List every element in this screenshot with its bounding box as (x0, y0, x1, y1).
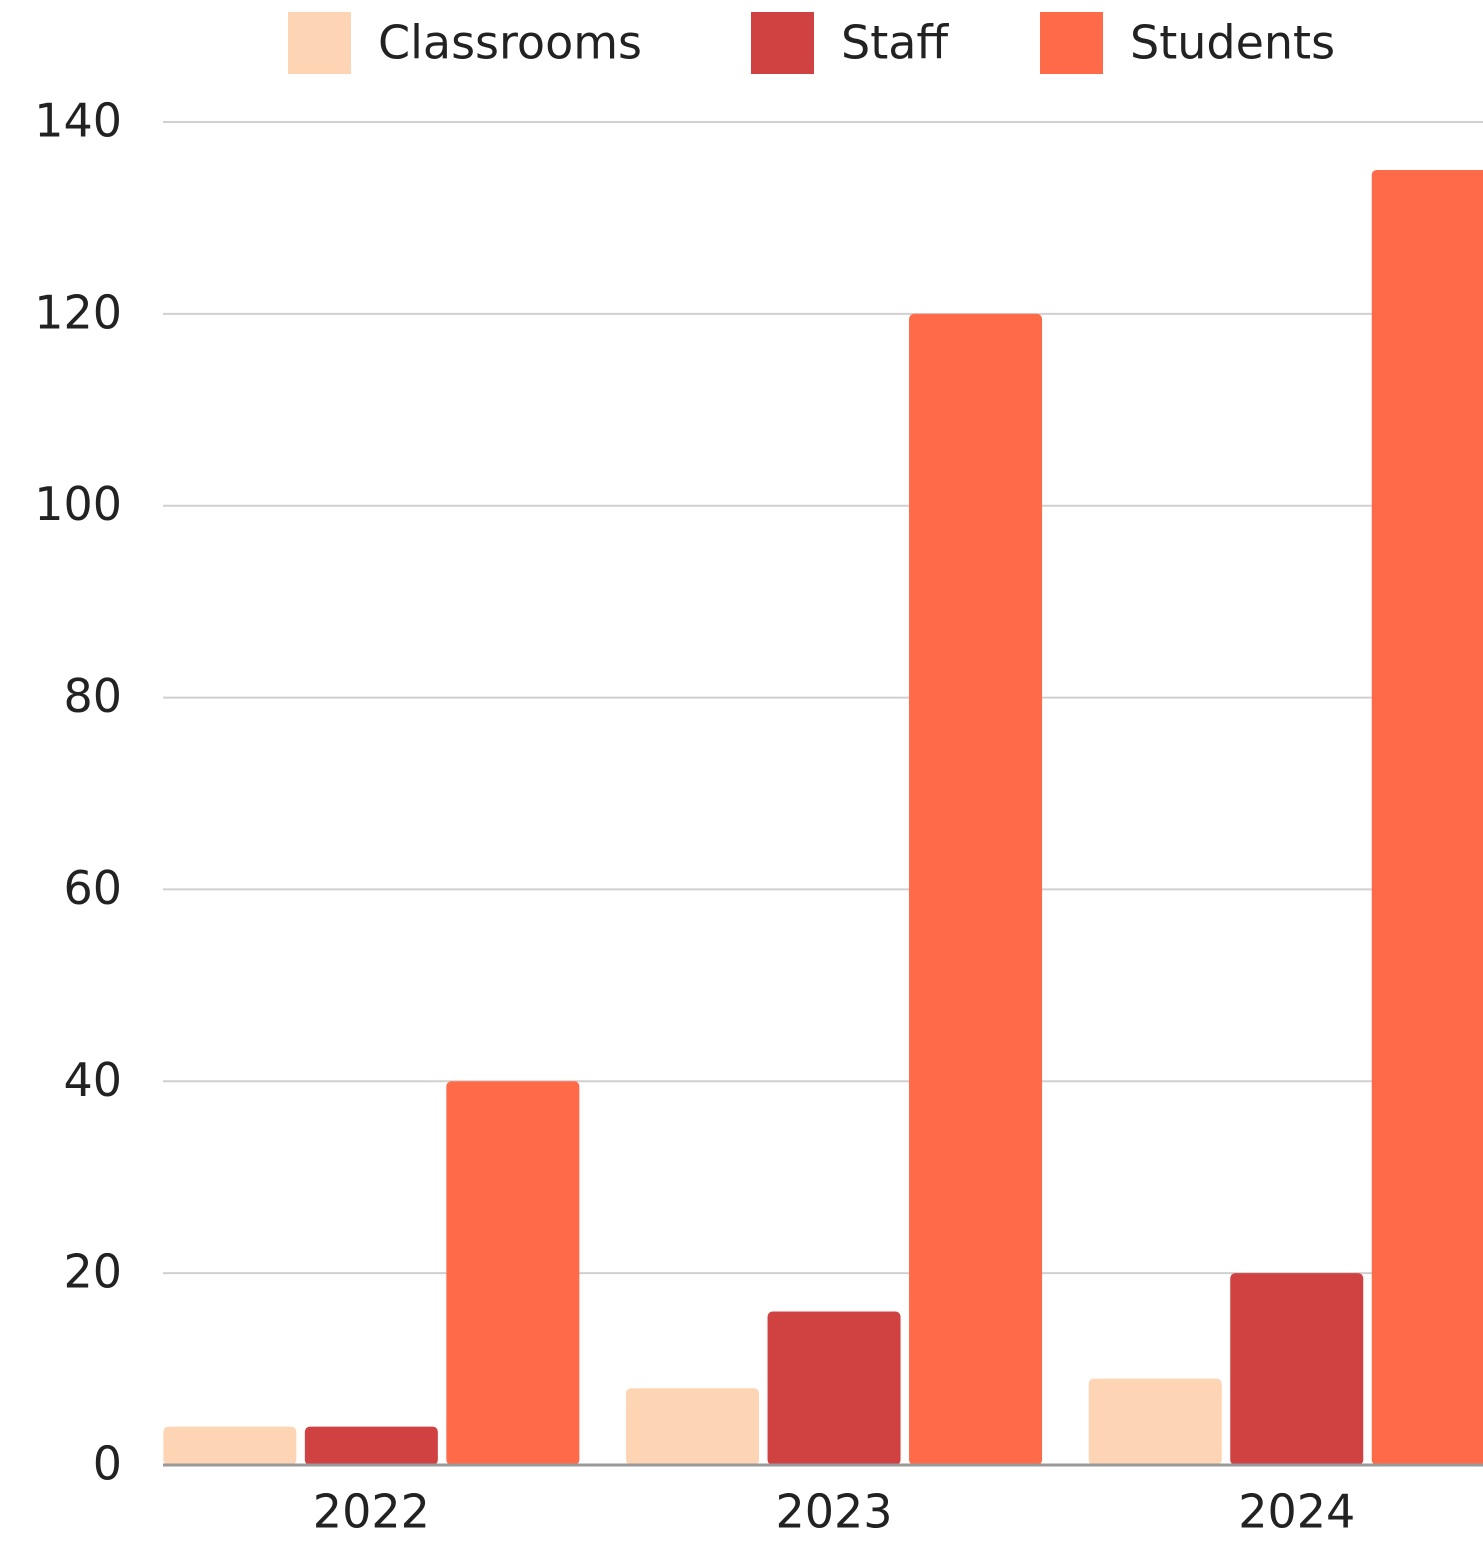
y-tick-label: 20 (63, 1245, 122, 1299)
y-tick-label: 60 (63, 861, 122, 915)
x-tick-label: 2023 (776, 1485, 893, 1539)
bar (446, 1081, 580, 1465)
y-tick-label: 140 (34, 94, 122, 148)
y-tick-label: 40 (63, 1053, 122, 1107)
legend-label: Students (1130, 16, 1335, 70)
bar (1230, 1273, 1364, 1465)
bar (163, 1426, 297, 1465)
y-tick-label: 120 (34, 285, 122, 339)
bar (767, 1311, 901, 1465)
legend-swatch (751, 12, 814, 74)
x-tick-label: 2024 (1238, 1485, 1355, 1539)
legend-swatch (1040, 12, 1103, 74)
legend-label: Staff (841, 16, 949, 70)
legend-swatch (288, 12, 351, 74)
bar (1088, 1378, 1222, 1465)
bar (626, 1388, 760, 1465)
legend-label: Classrooms (378, 16, 642, 70)
bar (909, 313, 1043, 1465)
y-tick-label: 100 (34, 477, 122, 531)
x-tick-label: 2022 (313, 1485, 430, 1539)
bar (1371, 169, 1483, 1465)
bar (304, 1426, 438, 1465)
y-tick-label: 0 (93, 1437, 122, 1491)
y-tick-label: 80 (63, 669, 122, 723)
